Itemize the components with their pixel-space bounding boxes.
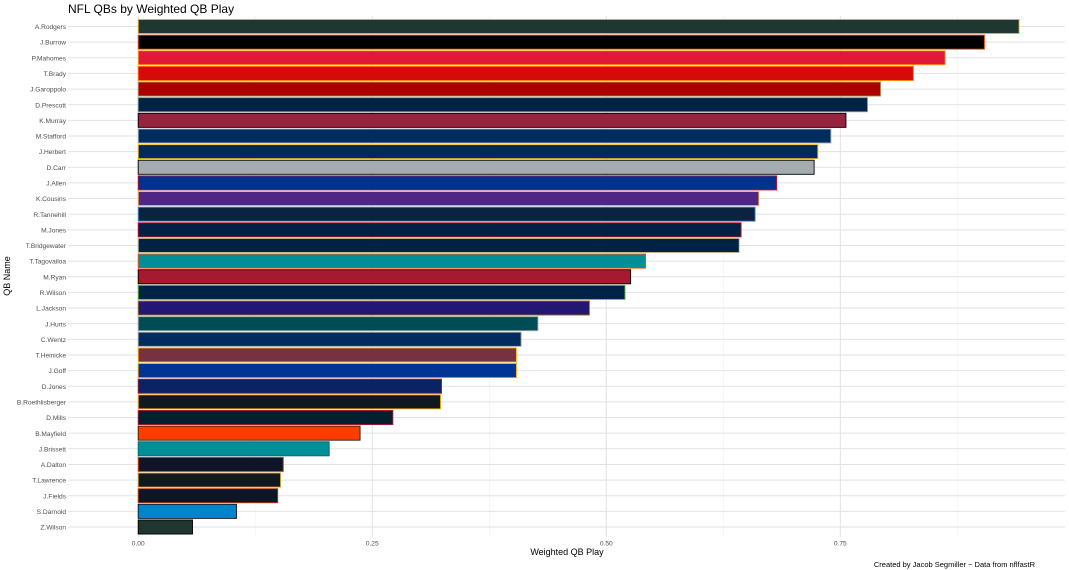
bar-t-lawrence <box>137 472 281 488</box>
bar-d-carr <box>137 159 815 175</box>
y-tick-label: T.Bridgewater <box>26 243 67 250</box>
bar-j-herbert <box>137 144 819 160</box>
bar-l-jackson <box>137 300 590 316</box>
y-tick-label: Z.Wilson <box>40 525 66 532</box>
y-tick-label: J.Herbert <box>39 149 66 156</box>
bar-m-ryan <box>137 269 632 285</box>
x-axis-label: Weighted QB Play <box>530 547 604 557</box>
bar-m-stafford <box>137 128 832 144</box>
y-tick-label: D.Mills <box>46 415 66 422</box>
y-tick-label: J.Allen <box>46 181 66 188</box>
y-tick-label: J.Burrow <box>40 40 66 47</box>
bar-d-jones <box>137 378 442 394</box>
y-tick-label: T.Tagovailoa <box>29 259 66 266</box>
bar-a-dalton <box>137 456 284 472</box>
bar-z-wilson <box>137 519 193 535</box>
y-tick-label: J.Goff <box>49 368 67 375</box>
y-tick-label: T.Heinicke <box>36 353 67 360</box>
y-tick-label: M.Stafford <box>36 134 67 141</box>
bar-s-darnold <box>137 503 237 519</box>
y-tick-label: J.Brissett <box>39 446 66 453</box>
y-tick-label: D.Jones <box>42 384 67 391</box>
y-tick-label: K.Murray <box>39 118 66 125</box>
y-tick-label: P.Mahomes <box>32 55 67 62</box>
x-tick-label: 0.25 <box>366 541 379 548</box>
bar-j-hurts <box>137 316 539 332</box>
y-tick-label: M.Jones <box>41 227 67 234</box>
bar-r-tannehill <box>137 206 756 222</box>
bar-a-rodgers <box>137 19 1020 34</box>
y-tick-label: T.Lawrence <box>32 478 66 485</box>
x-tick-label: 0.00 <box>132 541 145 548</box>
bar-j-burrow <box>137 34 985 50</box>
bar-d-mills <box>137 410 394 426</box>
y-tick-label: C.Wentz <box>41 337 66 344</box>
y-tick-label: L.Jackson <box>36 306 66 313</box>
y-tick-label: B.Mayfield <box>35 431 66 438</box>
y-tick-label: S.Darnold <box>37 509 67 516</box>
y-tick-label: M.Ryan <box>43 274 66 281</box>
bar-p-mahomes <box>137 50 946 66</box>
bar-d-prescott <box>137 97 868 113</box>
chart-caption: Created by Jacob Segmiller ~ Data from n… <box>873 560 1035 569</box>
bar-j-garoppolo <box>137 81 882 97</box>
y-tick-label: A.Dalton <box>41 462 67 469</box>
bar-j-fields <box>137 488 279 504</box>
bar-j-allen <box>137 175 778 191</box>
bar-c-wentz <box>137 331 522 347</box>
bar-t-bridgewater <box>137 237 740 253</box>
bar-t-brady <box>137 65 914 81</box>
chart-title: NFL QBs by Weighted QB Play <box>68 2 235 16</box>
y-tick-label: T.Brady <box>44 71 67 78</box>
bar-m-jones <box>137 222 742 238</box>
bar-t-tagovailoa <box>137 253 647 269</box>
y-tick-label: D.Prescott <box>35 102 66 109</box>
bar-k-murray <box>137 112 847 128</box>
y-tick-label: J.Hurts <box>45 321 67 328</box>
y-tick-label: K.Cousins <box>36 196 67 203</box>
bar-t-heinicke <box>137 347 517 363</box>
y-tick-label: J.Garoppolo <box>30 87 66 94</box>
bar-j-brissett <box>137 441 330 457</box>
y-tick-label: R.Wilson <box>40 290 67 297</box>
bar-j-goff <box>137 363 517 379</box>
y-tick-labels: A.Rodgers J.Burrow P.Mahomes T.Brady J.Garop… <box>17 24 67 531</box>
y-tick-label: D.Carr <box>47 165 67 172</box>
y-tick-label: J.Fields <box>43 493 66 500</box>
x-tick-label: 0.75 <box>834 541 847 548</box>
bar-b-mayfield <box>137 425 361 441</box>
bar-r-wilson <box>137 284 626 300</box>
x-tick-label: 0.50 <box>600 541 613 548</box>
bar-k-cousins <box>137 191 760 207</box>
y-tick-label: R.Tannehill <box>33 212 66 219</box>
bars-group <box>137 19 1020 535</box>
x-tick-labels: 0.00 0.25 0.50 0.75 <box>132 541 847 548</box>
bar-b-roethlisberger <box>137 394 442 410</box>
y-tick-label: B.Roethlisberger <box>17 399 67 406</box>
y-axis-label: QB Name <box>2 256 12 296</box>
y-tick-label: A.Rodgers <box>35 24 67 31</box>
